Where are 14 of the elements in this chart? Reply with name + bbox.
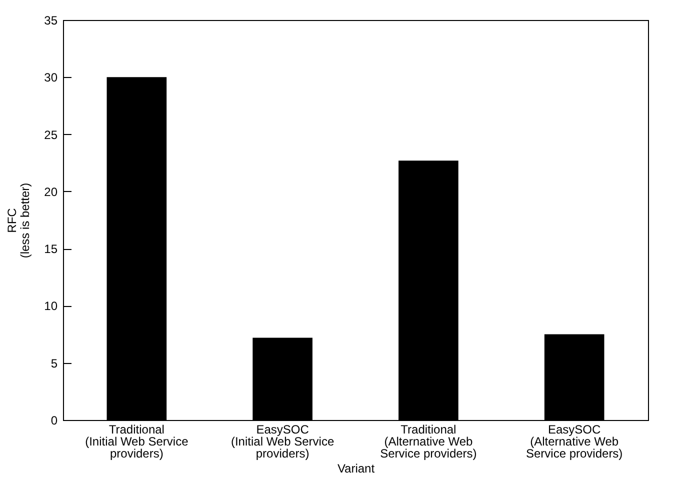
y-tick-label: 30 — [44, 70, 58, 85]
y-tick-label: 5 — [50, 356, 58, 370]
y-tick-label: 25 — [44, 128, 58, 142]
y-axis-title: RFC (less is better) — [5, 182, 32, 258]
x-tick-label: Traditional (Alternative Web Service providers) — [380, 422, 477, 460]
x-tick-label: Traditional (Initial Web Service providers) — [85, 422, 189, 460]
x-axis-title: Variant — [337, 462, 376, 476]
x-tick-label: EasySOC (Alternative Web Service providers) — [526, 422, 623, 460]
y-tick-label: 10 — [44, 299, 58, 314]
x-tick-label: EasySOC (Initial Web Service providers) — [230, 422, 334, 460]
y-tick-label: 0 — [50, 414, 58, 428]
y-tick-label: 15 — [44, 242, 58, 256]
y-tick-label: 35 — [44, 14, 58, 28]
y-tick-label: 20 — [44, 184, 58, 199]
